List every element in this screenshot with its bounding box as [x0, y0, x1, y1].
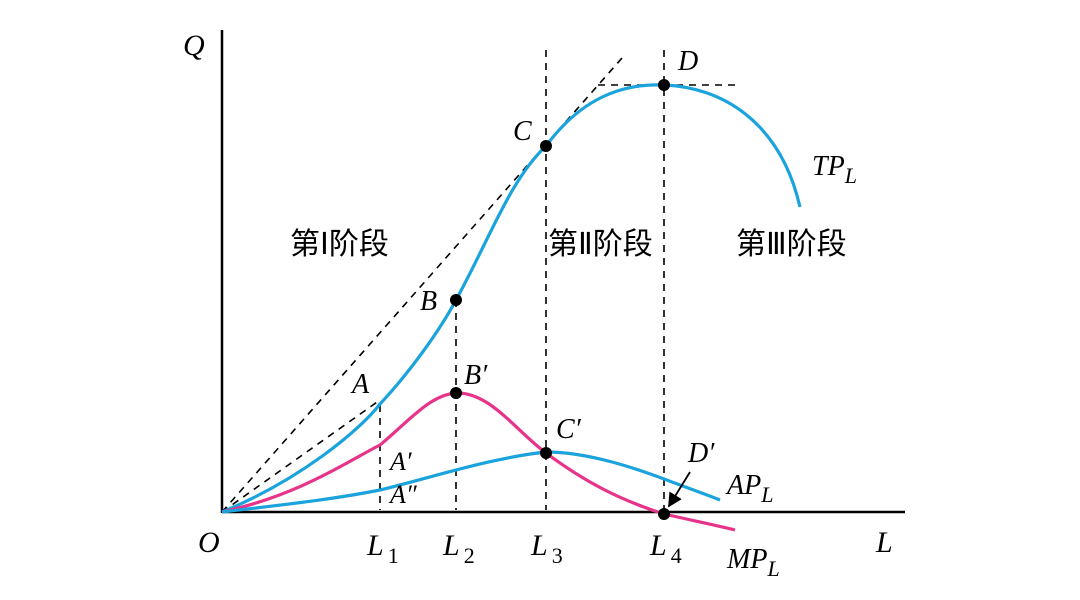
point-d — [658, 79, 670, 91]
label-d: D — [677, 46, 698, 77]
label-a-double-prime: A″ — [388, 480, 418, 509]
point-b-prime — [450, 387, 462, 399]
stage-2-label: 第Ⅱ阶段 — [548, 227, 653, 262]
label-a-prime: A′ — [388, 447, 412, 476]
point-b — [450, 294, 462, 306]
y-axis-label: Q — [183, 29, 205, 62]
label-b: B — [420, 286, 437, 317]
mp-label: MPL — [726, 544, 780, 581]
label-d-prime: D′ — [687, 438, 715, 469]
ap-label: APL — [725, 470, 773, 507]
tp-curve — [221, 83, 802, 514]
origin-label: O — [198, 526, 220, 559]
point-c-prime — [540, 447, 552, 459]
tp-label: TPL — [812, 151, 857, 188]
ray-origin-a — [221, 399, 381, 513]
stage-3-label: 第Ⅲ阶段 — [736, 227, 847, 262]
tangent-line-origin-c — [221, 57, 623, 513]
label-b-prime: B′ — [464, 360, 488, 391]
ap-curve — [221, 450, 721, 514]
x-axis-label: L — [875, 526, 893, 559]
stage-1-label: 第Ⅰ阶段 — [290, 227, 389, 262]
points — [450, 79, 670, 520]
point-c — [540, 140, 552, 152]
arrow-d-prime — [668, 471, 691, 508]
dashed-guides — [221, 50, 738, 513]
label-a: A — [350, 369, 370, 400]
mp-curve — [221, 391, 736, 532]
label-c: C — [513, 116, 532, 147]
point-d-prime — [658, 508, 670, 520]
label-c-prime: C′ — [556, 414, 582, 445]
